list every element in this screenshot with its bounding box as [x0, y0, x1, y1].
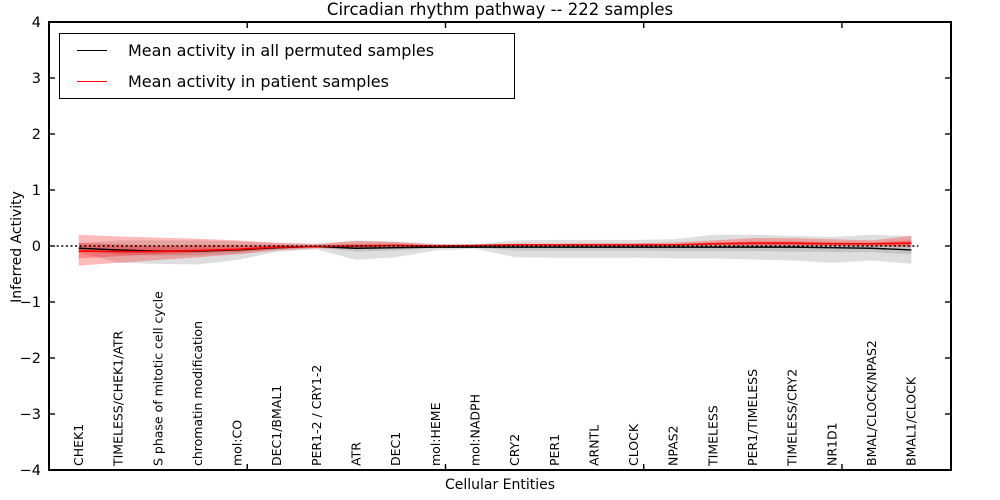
x-category-label: DEC1 — [388, 432, 403, 466]
patient-band-outer — [78, 234, 912, 266]
x-category-label: CHEK1 — [71, 424, 86, 466]
x-category-label: TIMELESS — [705, 405, 720, 467]
legend-line-black-icon — [77, 49, 107, 51]
permuted-band-outer — [78, 234, 912, 265]
y-tick-label: −1 — [20, 295, 41, 311]
y-tick-label: 1 — [32, 183, 41, 199]
legend-label-permuted: Mean activity in all permuted samples — [128, 40, 435, 60]
x-category-label: PER1 — [547, 434, 562, 466]
x-category-label: PER1-2 / CRY1-2 — [309, 365, 324, 466]
y-tick-label: 2 — [32, 127, 41, 143]
x-category-label: NR1D1 — [824, 422, 839, 466]
y-tick-label: 4 — [32, 15, 41, 31]
x-category-label: TIMELESS/CHEK1/ATR — [111, 330, 126, 467]
chart-title: Circadian rhythm pathway -- 222 samples — [326, 0, 674, 19]
patient-mean-line — [78, 242, 912, 253]
y-tick-label: 3 — [32, 71, 41, 87]
legend-item-permuted: Mean activity in all permuted samples — [60, 35, 514, 65]
x-axis-label: Cellular Entities — [444, 477, 556, 493]
x-category-label: NPAS2 — [666, 425, 681, 466]
y-tick-label: −3 — [20, 407, 41, 423]
x-category-label: CRY2 — [507, 434, 522, 466]
x-category-label: mol:CO — [230, 420, 245, 466]
x-category-label: DEC1/BMAL1 — [269, 385, 284, 466]
patient-band-inner — [78, 240, 912, 259]
legend: Mean activity in all permuted samples Me… — [59, 33, 515, 99]
x-category-label: ATR — [349, 442, 364, 466]
legend-label-patient: Mean activity in patient samples — [128, 72, 389, 92]
x-category-label: ARNTL — [586, 425, 601, 466]
x-category-label: mol:NADPH — [467, 394, 482, 466]
y-axis-label: Inferred Activity — [9, 191, 25, 303]
x-category-label: mol:HEME — [428, 402, 443, 466]
legend-line-red-icon — [77, 81, 107, 83]
y-tick-label: −2 — [20, 351, 41, 367]
legend-item-patient: Mean activity in patient samples — [60, 67, 514, 97]
x-category-label: S phase of mitotic cell cycle — [150, 291, 165, 466]
x-category-label: BMAL1/CLOCK — [904, 376, 919, 466]
x-category-label: BMAL/CLOCK/NPAS2 — [864, 340, 879, 466]
x-category-label: chromatin modification — [190, 321, 205, 466]
x-category-label: TIMELESS/CRY2 — [785, 369, 800, 467]
y-tick-label: −4 — [20, 463, 41, 479]
x-category-label: PER1/TIMELESS — [745, 369, 760, 466]
x-category-label: CLOCK — [626, 423, 641, 466]
y-tick-label: 0 — [32, 239, 41, 255]
plot-border — [48, 21, 952, 471]
